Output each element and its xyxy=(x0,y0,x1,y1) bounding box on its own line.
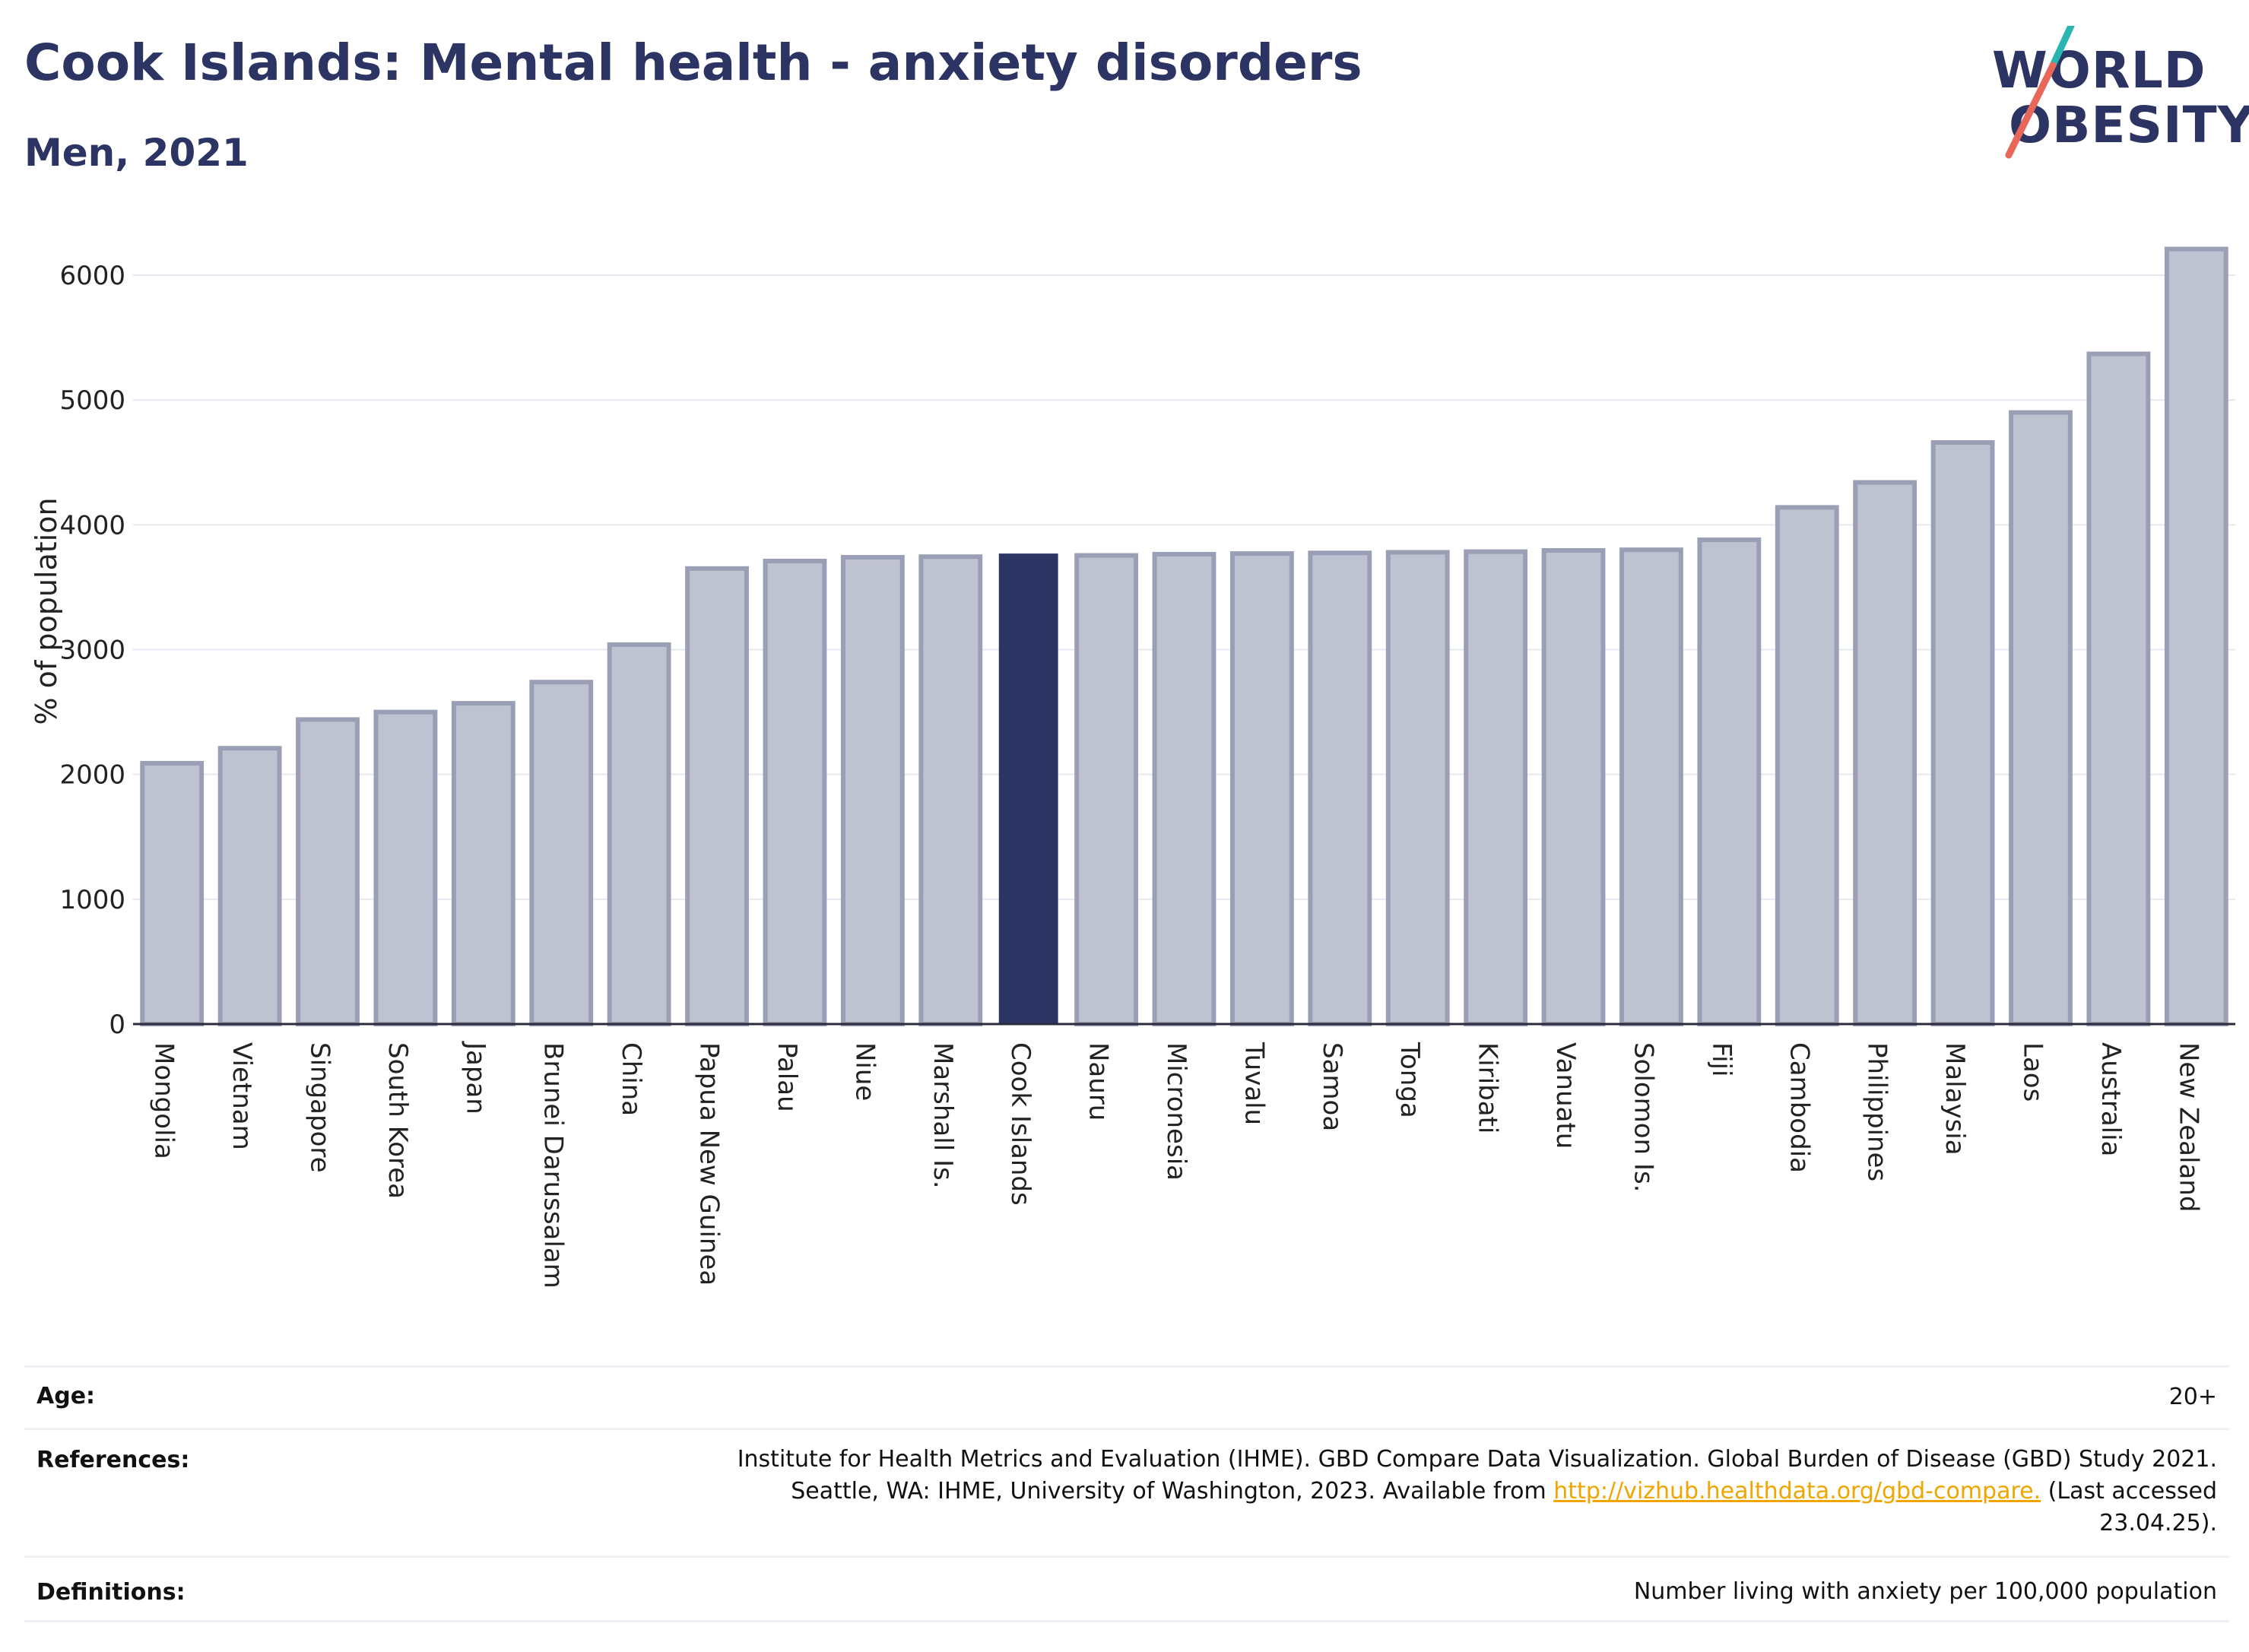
bar-vanuatu xyxy=(1541,548,1606,1026)
bar-samoa xyxy=(1308,550,1372,1026)
bar-palau xyxy=(763,558,827,1026)
x-axis-labels: Mongolia Vietnam Singapore South Korea Japan… xyxy=(149,1041,2204,1289)
x-tick-label: Philippines xyxy=(1862,1042,1892,1181)
bar-kiribati xyxy=(1464,549,1528,1026)
references-line2-post: (Last accessed xyxy=(2041,1478,2217,1505)
age-label: Age: xyxy=(36,1383,96,1409)
bar-niue xyxy=(840,555,905,1026)
y-axis-ticks: 0 1000 2000 3000 4000 5000 6000 xyxy=(59,261,125,1040)
logo-line2: OBESITY xyxy=(2009,96,2249,154)
references-line1: Institute for Health Metrics and Evaluat… xyxy=(737,1446,2217,1473)
age-value: 20+ xyxy=(2168,1384,2217,1410)
references-value: Institute for Health Metrics and Evaluat… xyxy=(738,1444,2217,1539)
bar-new-zealand xyxy=(2164,246,2228,1026)
x-tick-label: Papua New Guinea xyxy=(694,1042,725,1286)
meta-age-row: Age: 20+ xyxy=(24,1365,2229,1430)
x-tick-label: Samoa xyxy=(1317,1042,1347,1131)
x-tick-label: Niue xyxy=(849,1042,880,1101)
y-tick-label: 2000 xyxy=(59,760,125,791)
y-tick-label: 1000 xyxy=(59,885,125,915)
logo-slash-icon xyxy=(2005,26,2075,159)
references-label: References: xyxy=(36,1447,190,1473)
x-tick-label: Marshall Is. xyxy=(928,1042,958,1189)
meta-references-row: References: Institute for Health Metrics… xyxy=(24,1428,2229,1558)
definitions-value: Number living with anxiety per 100,000 p… xyxy=(1633,1578,2217,1605)
bar-china xyxy=(607,642,671,1026)
bar-vietnam xyxy=(217,746,282,1027)
bar-mongolia xyxy=(140,760,205,1026)
y-tick-label: 5000 xyxy=(59,385,125,416)
bar-japan xyxy=(451,701,515,1027)
bar-fiji xyxy=(1697,537,1762,1026)
y-tick-label: 6000 xyxy=(59,261,125,291)
y-tick-label: 0 xyxy=(109,1010,125,1040)
bar-marshall-is- xyxy=(918,554,983,1026)
bar-malaysia xyxy=(1930,440,1995,1026)
bar-cambodia xyxy=(1775,505,1839,1026)
x-tick-label: Vietnam xyxy=(227,1042,257,1150)
x-tick-label: New Zealand xyxy=(2173,1042,2203,1212)
x-tick-label: China xyxy=(616,1042,646,1116)
bar-australia xyxy=(2086,351,2151,1026)
bar-tonga xyxy=(1385,550,1450,1026)
x-tick-label: Tonga xyxy=(1394,1042,1425,1118)
x-tick-label: Palau xyxy=(772,1042,802,1112)
bar-nauru xyxy=(1074,553,1139,1026)
bar-cook-islands xyxy=(998,553,1058,1024)
bar-brunei-darussalam xyxy=(529,680,594,1026)
x-tick-label: Vanuatu xyxy=(1550,1042,1581,1149)
references-line3: 23.04.25). xyxy=(2099,1510,2217,1536)
definitions-label: Definitions: xyxy=(36,1579,186,1606)
bar-chart: 0 1000 2000 3000 4000 5000 6000 Mongolia Vietna… xyxy=(30,246,2235,1289)
x-tick-label: South Korea xyxy=(382,1042,413,1199)
bar-papua-new-guinea xyxy=(685,566,749,1026)
x-tick-label: Fiji xyxy=(1706,1042,1737,1076)
references-link[interactable]: http://vizhub.healthdata.org/gbd-compare… xyxy=(1553,1478,2041,1505)
chart-subtitle: Men, 2021 xyxy=(24,131,249,175)
meta-definitions-row: Definitions: Number living with anxiety … xyxy=(24,1555,2229,1622)
x-tick-label: Malaysia xyxy=(1940,1042,1970,1156)
x-tick-label: Tuvalu xyxy=(1239,1042,1269,1125)
y-tick-label: 4000 xyxy=(59,510,125,541)
bars xyxy=(140,246,2228,1027)
x-tick-label: Singapore xyxy=(305,1042,335,1173)
x-tick-label: Cook Islands xyxy=(1005,1042,1036,1206)
logo-line1: WORLD xyxy=(1992,41,2206,100)
bar-singapore xyxy=(296,717,360,1026)
bar-solomon-is- xyxy=(1619,547,1683,1026)
x-tick-label: Solomon Is. xyxy=(1628,1042,1658,1192)
x-tick-label: Mongolia xyxy=(149,1042,179,1159)
x-tick-label: Kiribati xyxy=(1473,1042,1503,1134)
x-tick-label: Micronesia xyxy=(1161,1042,1191,1181)
bar-south-korea xyxy=(373,709,438,1026)
x-tick-label: Nauru xyxy=(1083,1042,1114,1121)
y-tick-label: 3000 xyxy=(59,636,125,666)
bar-tuvalu xyxy=(1229,551,1294,1026)
bar-micronesia xyxy=(1152,551,1216,1026)
x-tick-label: Laos xyxy=(2017,1042,2048,1102)
chart-title: Cook Islands: Mental health - anxiety di… xyxy=(24,33,1362,92)
bar-philippines xyxy=(1853,480,1918,1026)
world-obesity-logo: WORLD OBESITY xyxy=(1992,26,2249,163)
bar-laos xyxy=(2009,410,2073,1026)
y-axis-label: % of population xyxy=(30,497,63,725)
x-tick-label: Cambodia xyxy=(1784,1042,1814,1173)
x-tick-label: Brunei Darussalam xyxy=(538,1042,569,1289)
references-line2-pre: Seattle, WA: IHME, University of Washing… xyxy=(791,1478,1554,1505)
references-line2: Seattle, WA: IHME, University of Washing… xyxy=(738,1476,2217,1508)
x-tick-label: Japan xyxy=(460,1041,490,1115)
x-tick-label: Australia xyxy=(2095,1042,2126,1156)
